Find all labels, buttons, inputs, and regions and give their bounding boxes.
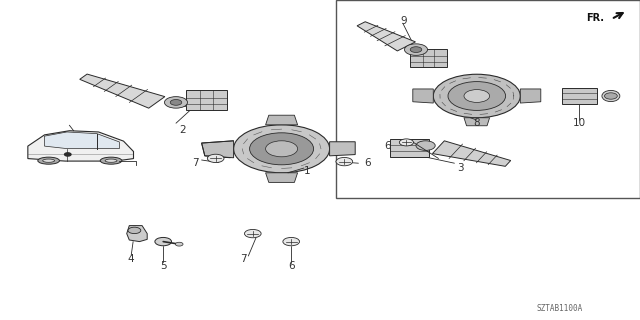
- Text: SZTAB1100A: SZTAB1100A: [537, 304, 583, 313]
- Bar: [174, 99, 186, 106]
- Circle shape: [175, 242, 183, 246]
- Circle shape: [65, 153, 71, 156]
- Circle shape: [250, 133, 314, 165]
- Text: 7: 7: [240, 254, 246, 264]
- Polygon shape: [127, 226, 147, 242]
- Text: 3: 3: [458, 163, 464, 173]
- Circle shape: [404, 44, 428, 55]
- Polygon shape: [45, 132, 119, 148]
- Circle shape: [128, 227, 141, 234]
- Polygon shape: [266, 173, 298, 182]
- Circle shape: [207, 154, 224, 163]
- Circle shape: [448, 82, 506, 110]
- Polygon shape: [357, 22, 415, 51]
- Circle shape: [433, 74, 520, 118]
- Bar: [390, 139, 429, 157]
- Text: 7: 7: [192, 158, 198, 168]
- Circle shape: [605, 93, 617, 99]
- Polygon shape: [520, 89, 541, 103]
- Bar: [410, 49, 447, 67]
- Polygon shape: [464, 118, 490, 126]
- Polygon shape: [266, 115, 298, 125]
- Polygon shape: [433, 141, 511, 166]
- Polygon shape: [202, 141, 234, 158]
- Bar: [562, 88, 597, 104]
- Circle shape: [170, 100, 182, 105]
- Ellipse shape: [100, 157, 122, 164]
- Circle shape: [244, 229, 261, 238]
- Ellipse shape: [43, 159, 54, 162]
- Circle shape: [336, 157, 353, 166]
- Text: 9: 9: [400, 16, 406, 26]
- Polygon shape: [413, 89, 433, 103]
- Circle shape: [416, 141, 435, 150]
- Text: 2: 2: [179, 124, 186, 135]
- Circle shape: [464, 90, 490, 102]
- Text: 8: 8: [474, 118, 480, 128]
- Ellipse shape: [105, 159, 117, 162]
- Ellipse shape: [602, 91, 620, 102]
- Bar: [336, 0, 640, 198]
- Text: 6: 6: [288, 261, 294, 271]
- Circle shape: [266, 141, 298, 157]
- Circle shape: [234, 125, 330, 173]
- Text: FR.: FR.: [586, 12, 604, 23]
- Circle shape: [410, 47, 422, 52]
- Circle shape: [399, 139, 413, 146]
- Text: 5: 5: [160, 261, 166, 271]
- Circle shape: [155, 237, 172, 246]
- Polygon shape: [28, 131, 134, 161]
- Ellipse shape: [38, 157, 60, 164]
- Polygon shape: [80, 74, 165, 108]
- Text: 4: 4: [128, 254, 134, 264]
- Text: 6: 6: [384, 140, 390, 151]
- Text: 10: 10: [573, 118, 586, 128]
- Circle shape: [164, 97, 188, 108]
- Text: 1: 1: [304, 166, 310, 176]
- Bar: [186, 90, 227, 110]
- Text: 6: 6: [365, 158, 371, 168]
- Polygon shape: [330, 142, 355, 156]
- Circle shape: [283, 237, 300, 246]
